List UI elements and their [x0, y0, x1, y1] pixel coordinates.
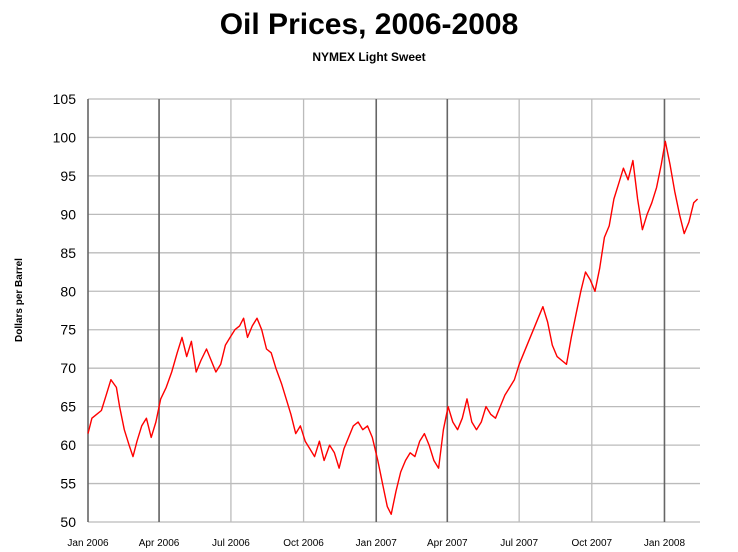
y-tick-label: 100 — [53, 129, 77, 145]
y-tick-label: 60 — [60, 437, 76, 453]
y-tick-label: 85 — [60, 245, 76, 261]
y-tick-label: 80 — [60, 283, 76, 299]
x-tick-label: Apr 2007 — [427, 538, 468, 549]
series-layer — [87, 140, 699, 515]
chart-title: Oil Prices, 2006-2008 — [219, 8, 519, 41]
x-tick-label: Apr 2006 — [139, 538, 180, 549]
grid-lines — [87, 98, 700, 523]
y-tick-label: 50 — [60, 514, 76, 530]
x-tick-labels: Jan 2006 Apr 2006 Jul 2006 Oct 2006 Jan 2007… — [67, 538, 685, 549]
x-tick-label: Oct 2006 — [283, 538, 324, 549]
x-tick-label: Jul 2006 — [212, 538, 250, 549]
x-tick-label: Jan 2006 — [67, 538, 109, 549]
y-tick-label: 65 — [60, 399, 76, 415]
oil-price-line — [87, 140, 699, 515]
y-tick-label: 95 — [60, 168, 76, 184]
y-tick-labels: 50 55 60 65 70 75 80 85 90 95 100 105 — [53, 91, 77, 530]
x-tick-label: Jan 2007 — [356, 538, 398, 549]
y-tick-label: 55 — [60, 476, 76, 492]
x-tick-label: Oct 2007 — [572, 538, 613, 549]
y-tick-label: 70 — [60, 360, 76, 376]
x-tick-label: Jul 2007 — [500, 538, 538, 549]
y-tick-label: 105 — [53, 91, 77, 107]
y-tick-label: 75 — [60, 322, 76, 338]
chart-subtitle: NYMEX Light Sweet — [312, 50, 426, 64]
y-tick-label: 90 — [60, 206, 76, 222]
x-tick-label: Jan 2008 — [644, 538, 686, 549]
